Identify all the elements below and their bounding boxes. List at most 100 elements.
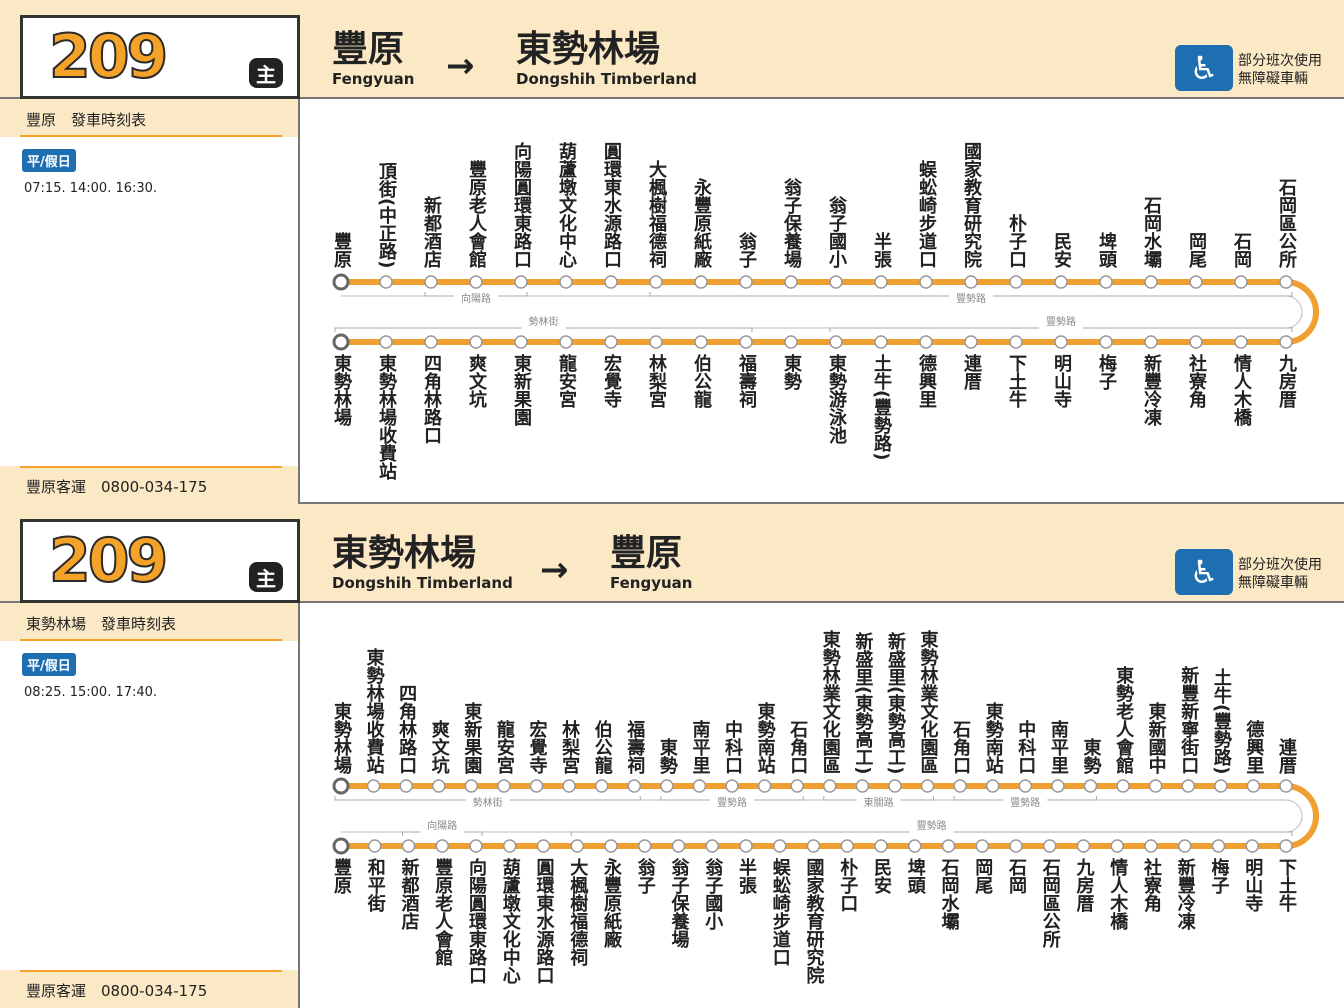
route-number: 209 [48,21,169,93]
stop-marker [469,839,483,853]
stop-marker [790,779,804,793]
stop-marker [919,335,933,349]
origin-zh: 東勢林場 [332,533,477,574]
stop-marker [638,839,652,853]
arrow-icon: → [540,550,569,590]
stop-marker [1234,275,1248,289]
stop-marker [908,839,922,853]
stop-name: 東勢林場 [331,354,352,426]
street-label-bg [420,821,465,833]
stop-name: 國家教育研究院 [803,858,825,984]
stop-marker [694,335,708,349]
stop-name: 福壽祠 [624,720,646,774]
stop-marker [401,839,416,853]
street-label-bg [1003,798,1048,810]
stop-marker [739,839,753,853]
street-label-bg [909,821,954,833]
day-type-badge: 平/假日 [22,149,76,172]
stop-name: 半張 [736,858,757,894]
stop-name: 龍安宮 [493,720,515,774]
stop-marker [1279,275,1293,289]
stop-name: 爽文坑 [428,720,450,774]
stop-marker [1246,779,1261,793]
stop-marker [1018,779,1033,793]
stop-marker [725,779,739,793]
stop-marker [1279,335,1293,349]
street-label: 向陽路 [427,819,457,832]
stop-name: 宏覺寺 [526,720,548,774]
stop-name: 新都酒店 [398,858,420,930]
stop-marker [514,275,528,289]
stop-name: 東勢老人會館 [1113,666,1135,774]
stop-marker [874,335,888,349]
route-line [341,279,1319,345]
stop-name: 葫蘆墩文化中心 [499,858,521,984]
stop-name: 豐原 [331,858,352,894]
stop-name: 岡尾 [1186,232,1207,268]
stop-marker [594,779,609,793]
stop-marker [1144,839,1158,853]
stop-name: 東新果園 [511,354,532,426]
stop-name: 南平里 [1047,720,1069,774]
stop-name: 翁子國小 [826,196,847,268]
stop-name: 石岡水壩 [938,858,960,930]
destination: 東勢林場 Dongshih Timberland [516,30,697,89]
departure-times: 07:15. 14:00. 16:30. [24,181,158,196]
stop-name: 向陽圓環東路口 [511,142,532,268]
timetable-title: 豐原 發車時刻表 [26,111,147,129]
destination-en: Dongshih Timberland [516,70,697,88]
stop-marker [953,779,967,793]
terminal-stop-marker [332,273,350,291]
stop-name: 東勢林場收費站 [376,354,397,480]
stop-name: 翁子 [634,858,656,894]
operator-overline [20,970,282,972]
stop-name: 東勢南站 [982,702,1004,774]
stop-marker [874,275,888,289]
street-label: 豐勢路 [1010,796,1040,809]
stop-name: 東勢南站 [754,702,776,774]
stop-marker [559,275,573,289]
stop-name: 下土牛 [1276,858,1297,912]
title-underline [20,135,282,137]
stop-marker [562,779,576,793]
stop-name: 東新國中 [1145,702,1167,774]
stop-marker [1189,335,1203,349]
stop-marker [1234,335,1248,349]
stop-marker [975,839,989,853]
stop-marker [536,839,551,853]
stop-name: 林梨宮 [646,354,667,408]
stop-marker [671,839,686,853]
origin: 豐原 Fengyuan [332,30,415,89]
stop-name: 土牛(豐勢路) [871,354,892,461]
accessible-note-line2: 無障礙車輛 [1238,71,1308,87]
stop-marker [1099,275,1113,289]
stop-marker [784,335,798,349]
street-guide-line [341,799,1303,833]
stop-marker [604,839,618,853]
street-label-bg [856,798,901,810]
stop-marker [1009,335,1023,349]
stop-name: 石角口 [950,720,972,774]
stop-name: 蜈蚣崎步道口 [769,858,791,966]
stop-name: 石角口 [787,720,809,774]
terminal-stop-marker [332,837,350,855]
stop-marker [964,275,978,289]
stop-marker [1181,779,1195,793]
destination-en: Fengyuan [610,574,693,592]
stop-marker [1083,779,1098,793]
stop-name: 伯公龍 [691,354,712,408]
stop-name: 翁子保養場 [668,858,690,948]
stop-name: 翁子保養場 [781,178,802,268]
stop-marker [1144,335,1158,349]
stop-name: 九房厝 [1073,858,1095,912]
stop-name: 豐原老人會館 [466,160,487,268]
stop-marker [1279,839,1293,853]
stop-name: 埤頭 [904,858,926,894]
stop-name: 東勢 [1080,738,1102,774]
stop-name: 明山寺 [1051,354,1072,408]
stop-marker [692,779,707,793]
day-type-badge: 平/假日 [22,653,76,676]
stop-name: 德興里 [916,354,937,408]
stop-marker [604,275,618,289]
